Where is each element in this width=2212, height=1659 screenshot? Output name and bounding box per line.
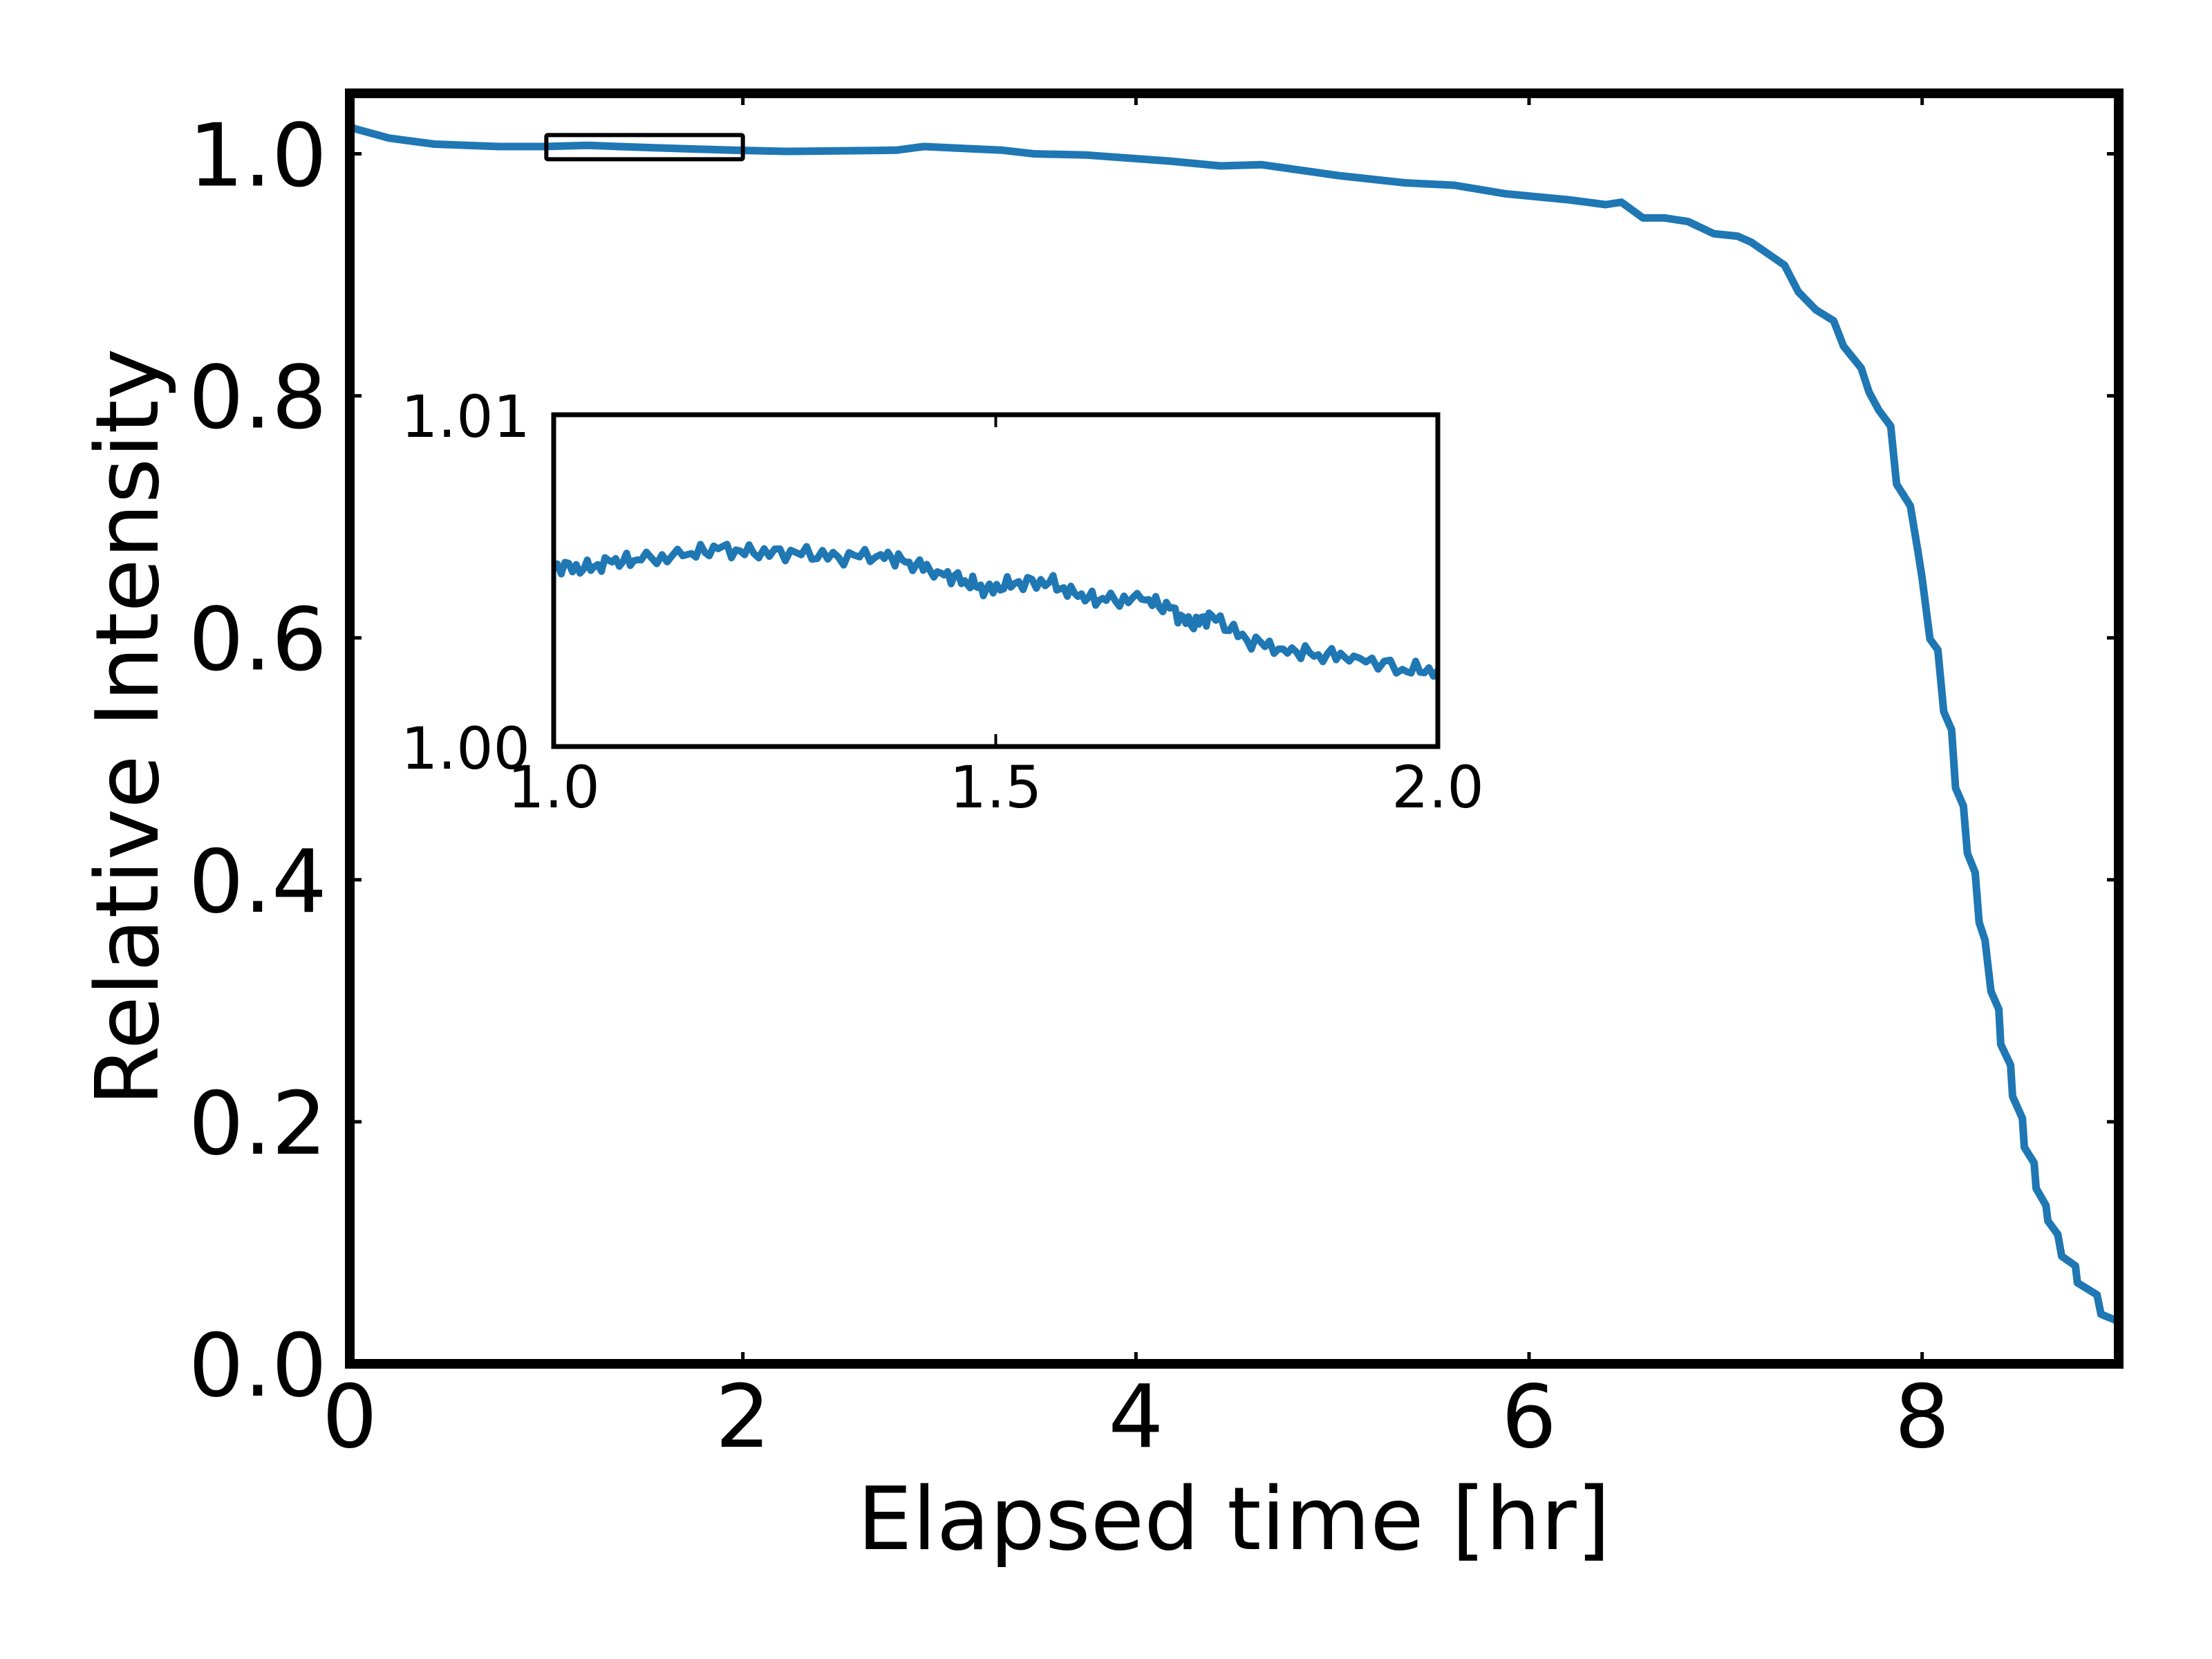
inset-y-tick-labels: 1.00 1.01 [401,383,530,782]
inset-x-tick-label: 1.0 [507,753,600,821]
x-tick-label: 0 [322,1366,377,1468]
inset-axes-frame [551,412,1441,749]
zoom-region-rectangle [544,133,745,162]
main-data-line [350,121,2119,1326]
y-tick-label: 0.8 [189,347,327,449]
y-tick-label: 0.0 [189,1315,327,1416]
inset-x-tick-label: 1.5 [950,753,1042,821]
inset-y-tick-label: 1.01 [401,383,530,451]
y-tick-label: 0.6 [189,589,327,691]
inset-y-tick-label: 1.00 [401,715,530,782]
zoom-indicator-box [544,133,745,162]
intensity-line [350,121,2119,1326]
x-tick-label: 4 [1108,1366,1163,1468]
inset-intensity-line [554,541,1438,680]
inset-axes: 1.0 1.5 2.0 1.00 1.01 [401,383,1484,821]
x-tick-label: 2 [715,1366,771,1468]
main-axes-frame [345,88,2124,1369]
inset-x-tick-label: 2.0 [1391,753,1484,821]
x-axis-label: Elapsed time [hr] [857,1468,1611,1570]
y-tick-label: 0.4 [189,831,327,932]
x-tick-label: 8 [1895,1366,1950,1468]
x-tick-label: 6 [1501,1366,1557,1468]
main-axes: 0 2 4 6 8 0.0 0.2 0.4 0.6 0.8 1.0 [189,88,2124,1468]
inset-x-tick-labels: 1.0 1.5 2.0 [507,753,1484,821]
y-tick-label: 1.0 [189,105,327,207]
y-tick-label: 0.2 [189,1073,327,1174]
x-tick-labels: 0 2 4 6 8 [322,1366,1950,1468]
inset-data-line [554,541,1438,680]
y-axis-label: Relative Intensity [77,348,178,1107]
inset-background [554,415,1438,747]
y-tick-labels: 0.0 0.2 0.4 0.6 0.8 1.0 [189,105,327,1416]
